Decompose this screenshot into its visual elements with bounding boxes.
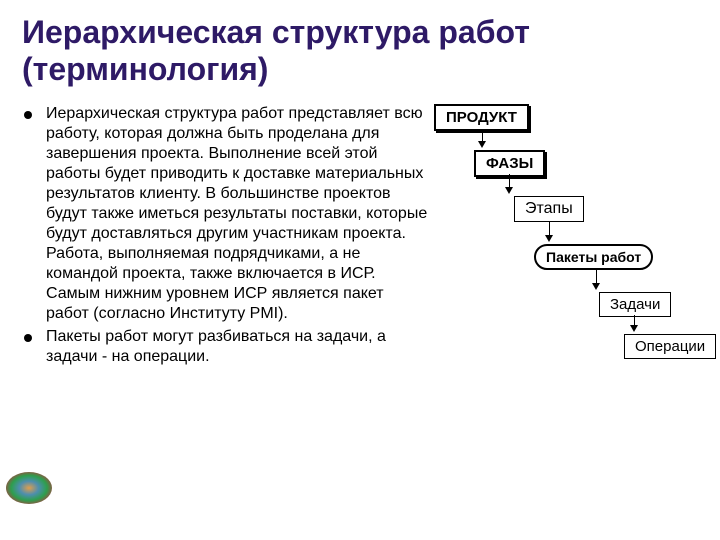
arrow-down-icon [505, 174, 513, 194]
bullet-dot [24, 111, 32, 119]
pmi-logo-icon [6, 472, 52, 504]
hierarchy-node: ПРОДУКТ [434, 104, 529, 131]
hierarchy-node: Операции [624, 334, 716, 359]
bullet-text: Иерархическая структура работ представля… [46, 104, 428, 324]
hierarchy-node: Этапы [514, 196, 584, 222]
content-area: Иерархическая структура работ представля… [0, 96, 720, 370]
arrow-down-icon [545, 221, 553, 242]
hierarchy-node: Пакеты работ [534, 244, 653, 270]
bullet-dot [24, 334, 32, 342]
arrow-down-icon [630, 315, 638, 332]
arrow-down-icon [592, 269, 600, 290]
bullet-text: Пакеты работ могут разбиваться на задачи… [46, 327, 428, 367]
hierarchy-node: ФАЗЫ [474, 150, 545, 177]
hierarchy-node: Задачи [599, 292, 671, 317]
arrow-down-icon [478, 129, 486, 148]
text-column: Иерархическая структура работ представля… [24, 104, 434, 370]
hierarchy-diagram: ПРОДУКТФАЗЫЭтапыПакеты работЗадачиОперац… [434, 104, 704, 370]
bullet-item: Иерархическая структура работ представля… [24, 104, 428, 324]
slide-title: Иерархическая структура работ (терминоло… [0, 0, 720, 96]
bullet-item: Пакеты работ могут разбиваться на задачи… [24, 327, 428, 367]
